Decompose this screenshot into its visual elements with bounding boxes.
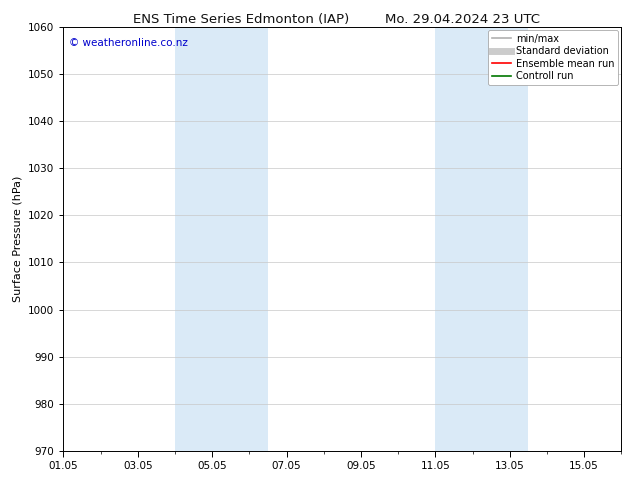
Bar [436, 27, 528, 451]
Legend: min/max, Standard deviation, Ensemble mean run, Controll run: min/max, Standard deviation, Ensemble me… [488, 30, 618, 85]
Text: © weatheronline.co.nz: © weatheronline.co.nz [69, 38, 188, 48]
Y-axis label: Surface Pressure (hPa): Surface Pressure (hPa) [13, 176, 23, 302]
Text: Mo. 29.04.2024 23 UTC: Mo. 29.04.2024 23 UTC [385, 13, 540, 26]
Bar [175, 27, 268, 451]
Text: ENS Time Series Edmonton (IAP): ENS Time Series Edmonton (IAP) [133, 13, 349, 26]
